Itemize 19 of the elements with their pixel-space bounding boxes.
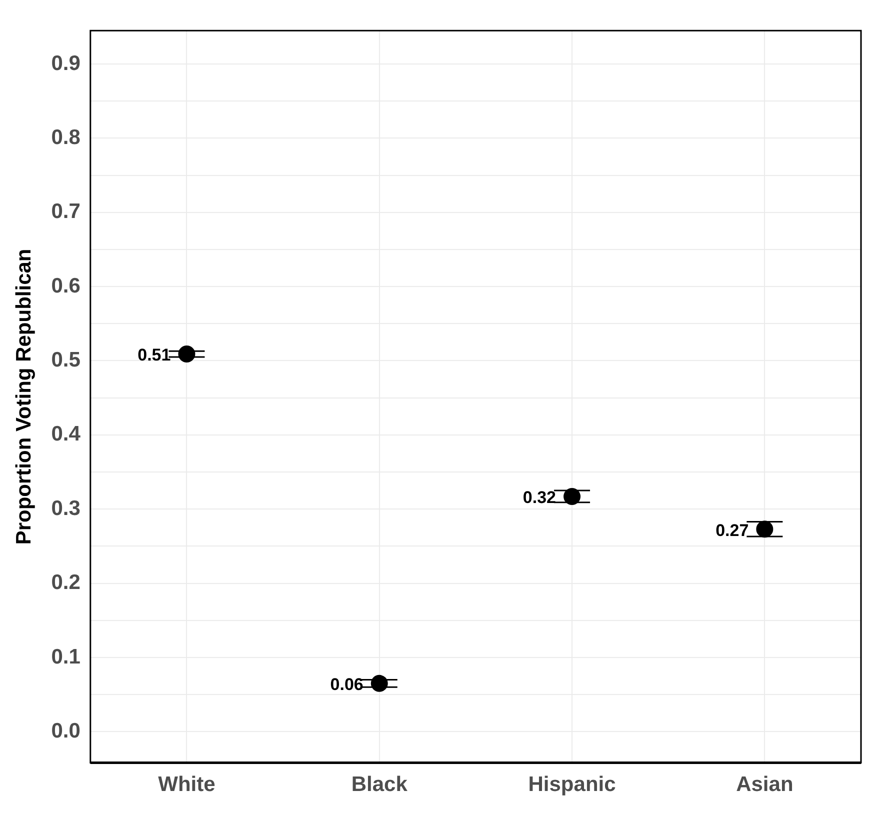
y-tick-label: 0.6 (51, 274, 80, 298)
y-tick-label: 0.7 (51, 200, 80, 224)
y-tick-label: 0.0 (51, 719, 80, 742)
data-label: 0.27 (716, 520, 749, 540)
x-tick-label: Asian (736, 773, 794, 796)
y-tick-label: 0.8 (51, 126, 81, 149)
data-label: 0.06 (330, 675, 364, 694)
data-label: 0.51 (138, 346, 171, 365)
y-axis-title: Proportion Voting Republican (12, 248, 36, 545)
y-tick-label: 0.5 (51, 348, 81, 372)
data-label: 0.32 (522, 488, 556, 508)
y-tick-label: 0.9 (51, 52, 80, 75)
x-tick-label: White (158, 773, 216, 796)
y-tick-label: 0.3 (51, 496, 80, 520)
x-tick-label: Black (351, 773, 408, 796)
x-tick-label: Hispanic (528, 773, 616, 796)
y-tick-label: 0.2 (51, 571, 80, 594)
y-tick-label: 0.1 (51, 645, 81, 668)
y-tick-label: 0.4 (51, 422, 81, 446)
